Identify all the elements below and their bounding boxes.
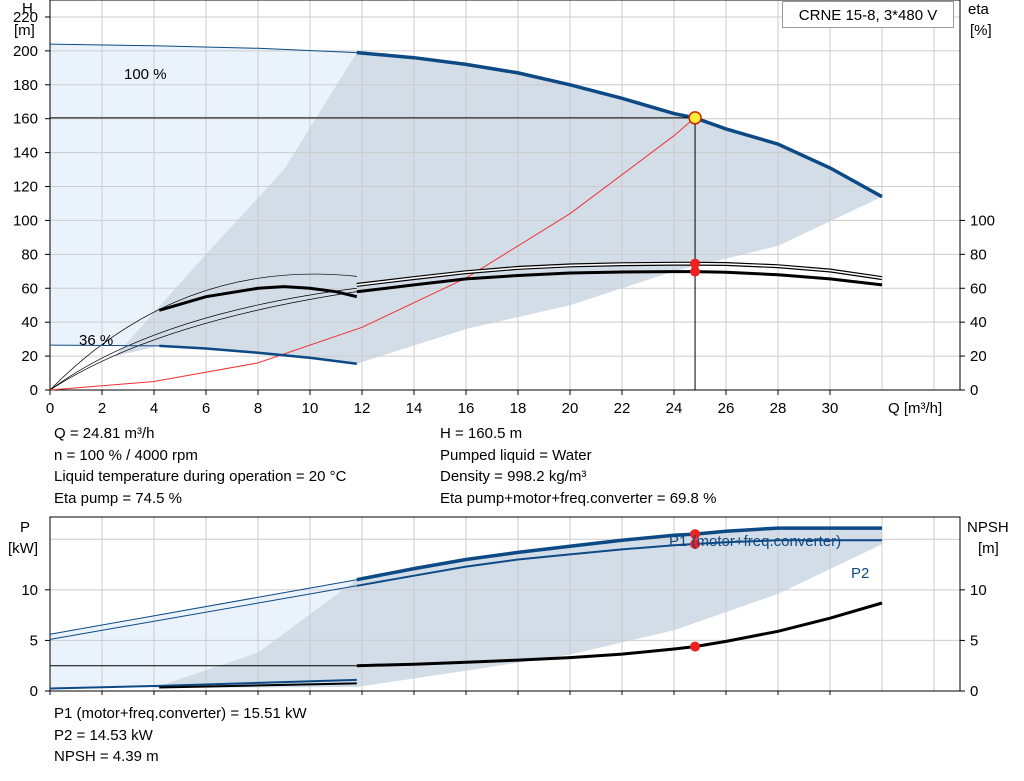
y-tick-label: 60 bbox=[21, 280, 38, 297]
x-tick-label: 2 bbox=[98, 400, 106, 417]
y-tick-label: 0 bbox=[30, 683, 38, 700]
y2-tick-label: 0 bbox=[970, 683, 978, 700]
p2-36-curve bbox=[159, 682, 357, 689]
y-axis-unit: [m] bbox=[14, 22, 35, 39]
p-axis-unit: [kW] bbox=[8, 540, 38, 557]
eta-total-value: Eta pump+motor+freq.converter = 69.8 % bbox=[440, 489, 717, 507]
pump-model-legend: CRNE 15-8, 3*480 V bbox=[782, 1, 954, 28]
eta-total-marker bbox=[690, 266, 701, 277]
x-tick-label: 14 bbox=[406, 400, 423, 417]
speed-100-label: 100 % bbox=[124, 66, 167, 83]
x-tick-label: 0 bbox=[46, 400, 54, 417]
y2-tick-label: 80 bbox=[970, 246, 987, 263]
eta-pump-marker bbox=[690, 258, 701, 269]
head-100-curve bbox=[356, 50, 883, 199]
p1-curve bbox=[356, 526, 882, 582]
x-tick-label: 28 bbox=[770, 400, 787, 417]
eta-pump-extrap-line bbox=[49, 273, 357, 391]
system-curve bbox=[49, 117, 696, 391]
y-tick-label: 200 bbox=[13, 43, 38, 60]
p2-extrap-line bbox=[49, 585, 357, 640]
p2-marker bbox=[690, 539, 701, 550]
x-tick-label: 30 bbox=[822, 400, 839, 417]
x-tick-label: 8 bbox=[254, 400, 262, 417]
speed-36-label: 36 % bbox=[79, 332, 113, 349]
eta-pump-36-curve bbox=[158, 285, 358, 312]
x-axis-label: Q [m³/h] bbox=[888, 400, 942, 417]
operating-area bbox=[115, 52, 882, 364]
x-tick-label: 26 bbox=[718, 400, 735, 417]
x-tick-label: 18 bbox=[510, 400, 527, 417]
density-value: Density = 998.2 kg/m³ bbox=[440, 468, 587, 485]
p2-curve bbox=[356, 539, 882, 587]
x-tick-label: 6 bbox=[202, 400, 210, 417]
liquid-temperature-value: Liquid temperature during operation = 20… bbox=[54, 468, 347, 485]
y-tick-label: 20 bbox=[21, 348, 38, 365]
npsh-curve bbox=[356, 601, 883, 668]
y2-tick-label: 100 bbox=[970, 212, 995, 229]
eta-total-extrap-line-2 bbox=[49, 291, 357, 391]
power-npsh-chart: P1 (motor+freq.converter) P2 0 5 10 0 5 10 P [kW]… bbox=[8, 516, 1009, 700]
p1-curve-label: P1 (motor+freq.converter) bbox=[669, 533, 841, 550]
x-tick-label: 20 bbox=[562, 400, 579, 417]
y-tick-label: 5 bbox=[30, 632, 38, 649]
p1-36-curve bbox=[49, 678, 357, 690]
pump-model-label: CRNE 15-8, 3*480 V bbox=[798, 7, 938, 24]
y2-tick-label: 40 bbox=[970, 314, 987, 331]
plot-frame bbox=[49, 516, 961, 692]
flow-value: Q = 24.81 m³/h bbox=[54, 425, 155, 442]
head-36-curve bbox=[159, 344, 357, 365]
p1-extrap-line bbox=[49, 579, 357, 635]
head-36-extrap-curve bbox=[49, 344, 160, 347]
operating-info-left: Q = 24.81 m³/h n = 100 % / 4000 rpm Liqu… bbox=[54, 423, 346, 509]
x-tick-label: 22 bbox=[614, 400, 631, 417]
head-value: H = 160.5 m bbox=[440, 425, 523, 442]
y-tick-label: 0 bbox=[30, 382, 38, 399]
eta-pump-value: Eta pump = 74.5 % bbox=[54, 489, 182, 507]
y2-tick-label: 0 bbox=[970, 382, 978, 399]
p2-value: P2 = 14.53 kW bbox=[54, 726, 153, 744]
y-tick-label: 160 bbox=[13, 111, 38, 128]
y2-axis-label: eta bbox=[968, 1, 990, 18]
y2-tick-label: 60 bbox=[970, 280, 987, 297]
y-tick-label: 120 bbox=[13, 179, 38, 196]
y2-axis-unit: [%] bbox=[970, 22, 992, 39]
y2-tick-label: 10 bbox=[970, 582, 987, 599]
x-tick-label: 24 bbox=[666, 400, 683, 417]
x-tick-label: 10 bbox=[302, 400, 319, 417]
y-tick-label: 180 bbox=[13, 77, 38, 94]
operating-point-marker bbox=[688, 111, 702, 125]
speed-value: n = 100 % / 4000 rpm bbox=[54, 446, 198, 464]
operating-info-right: H = 160.5 m Pumped liquid = Water Densit… bbox=[440, 423, 716, 509]
p1-marker bbox=[690, 529, 701, 540]
npsh-value: NPSH = 4.39 m bbox=[54, 748, 159, 765]
y-tick-label: 40 bbox=[21, 314, 38, 331]
y-tick-label: 140 bbox=[13, 145, 38, 162]
eta-total-curve bbox=[356, 270, 883, 294]
npsh-axis-label: NPSH bbox=[967, 519, 1009, 536]
y-tick-label: 220 bbox=[13, 9, 38, 26]
p-axis-label: P bbox=[20, 519, 30, 536]
x-tick-label: 12 bbox=[354, 400, 371, 417]
p1-value: P1 (motor+freq.converter) = 15.51 kW bbox=[54, 705, 307, 722]
x-tick-label: 16 bbox=[458, 400, 475, 417]
power-info: P1 (motor+freq.converter) = 15.51 kW P2 … bbox=[54, 703, 307, 768]
y-tick-label: 10 bbox=[21, 582, 38, 599]
npsh-axis-unit: [m] bbox=[978, 540, 999, 557]
p2-curve-label: P2 bbox=[851, 565, 869, 582]
npsh-marker bbox=[690, 641, 701, 652]
y2-tick-label: 5 bbox=[970, 632, 978, 649]
head-100-extrap-curve bbox=[49, 43, 357, 54]
x-tick-label: 4 bbox=[150, 400, 158, 417]
y-axis-label: H bbox=[22, 0, 33, 17]
eta-pump-curve-inner bbox=[356, 262, 883, 286]
y2-tick-label: 20 bbox=[970, 348, 987, 365]
pumped-liquid-value: Pumped liquid = Water bbox=[440, 446, 592, 464]
y-tick-label: 80 bbox=[21, 246, 38, 263]
plot-frame bbox=[49, 0, 961, 391]
head-efficiency-chart: 100 %36 %0 2 4 6 8 10 12 14 16 18 20 22 24 26 28 300204… bbox=[13, 0, 995, 417]
eta-total-extrap-line bbox=[49, 287, 357, 391]
y-tick-label: 100 bbox=[13, 212, 38, 229]
